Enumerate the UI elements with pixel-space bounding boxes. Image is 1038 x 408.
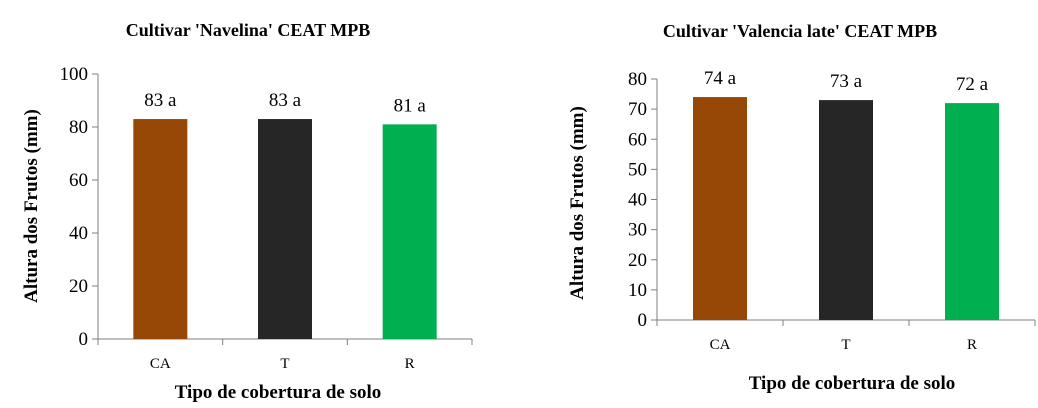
x-axis-title: Tipo de cobertura de solo [749, 373, 956, 394]
bar-r [382, 124, 437, 339]
chart-title: Cultivar 'Navelina' CEAT MPB [126, 20, 371, 40]
y-tick-label: 60 [628, 129, 647, 150]
bar-ca [693, 97, 747, 320]
data-label: 81 a [394, 95, 427, 116]
x-category-label: T [841, 337, 850, 353]
y-tick-label: 10 [628, 280, 647, 301]
data-label: 83 a [144, 90, 177, 111]
y-tick-label: 80 [628, 69, 647, 90]
y-tick-label: 100 [60, 64, 89, 85]
y-tick-label: 40 [628, 190, 647, 211]
y-tick-label: 0 [79, 329, 89, 350]
x-category-label: CA [710, 337, 731, 353]
y-tick-label: 20 [69, 276, 88, 297]
x-category-label: T [280, 356, 289, 372]
y-tick-label: 60 [69, 170, 88, 191]
y-tick-label: 30 [628, 220, 647, 241]
x-category-label: R [967, 337, 977, 353]
data-label: 83 a [269, 90, 302, 111]
chart-valencia-late: Cultivar 'Valencia late' CEAT MPB Altura… [567, 21, 1036, 394]
data-label: 72 a [956, 74, 989, 95]
bar-t [819, 100, 873, 321]
plot-area: 0 10 20 30 40 50 60 70 80 74 a CA 73 a T 72 a R [628, 68, 1036, 353]
x-category-label: CA [150, 356, 171, 372]
plot-area: 0 20 40 60 80 100 83 a CA 83 a T 81 a R [60, 64, 473, 372]
bar-r [945, 103, 999, 320]
bar-t [258, 119, 312, 339]
y-tick-label: 20 [628, 250, 647, 271]
y-tick-label: 50 [628, 159, 647, 180]
data-label: 74 a [704, 68, 737, 89]
chart-title: Cultivar 'Valencia late' CEAT MPB [663, 21, 937, 41]
y-tick-label: 0 [638, 310, 648, 331]
x-category-label: R [405, 356, 415, 372]
data-label: 73 a [830, 71, 863, 92]
y-axis-title: Altura dos Frutos (mm) [567, 106, 588, 300]
y-tick-label: 40 [69, 223, 88, 244]
y-tick-label: 80 [69, 117, 88, 138]
chart-navelina: Cultivar 'Navelina' CEAT MPB Altura dos … [21, 20, 473, 403]
bar-ca [133, 119, 188, 339]
y-axis-title: Altura dos Frutos (mm) [21, 109, 42, 303]
y-tick-label: 70 [628, 99, 647, 120]
x-axis-title: Tipo de cobertura de solo [175, 382, 382, 403]
